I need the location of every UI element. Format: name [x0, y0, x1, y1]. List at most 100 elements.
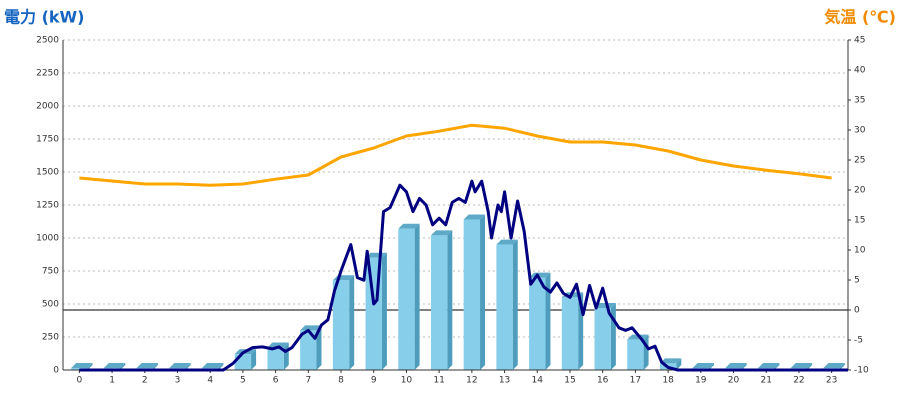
bar-side [610, 302, 616, 370]
x-tick-label: 8 [338, 376, 344, 386]
y2-tick-label: 35 [854, 96, 865, 106]
y2-tick-label: 0 [854, 306, 860, 316]
y2-tick-label: 45 [854, 36, 865, 46]
y-tick-label: 2000 [36, 102, 59, 112]
y-tick-label: 0 [53, 366, 59, 376]
bar-top [71, 363, 93, 369]
bar-top [430, 230, 453, 236]
x-tick-label: 3 [175, 376, 181, 386]
y-tick-label: 1500 [36, 168, 59, 178]
bar [398, 228, 415, 370]
bar-side [218, 363, 224, 370]
bar-side [839, 363, 845, 370]
y-tick-label: 2500 [36, 36, 59, 46]
bar [234, 354, 252, 370]
y-axis-title: 電力 (kW) [4, 8, 85, 27]
bar-side [643, 334, 649, 370]
bar-side [512, 239, 518, 370]
y2-axis-title: 気温 (℃) [824, 8, 896, 27]
bar [496, 244, 513, 370]
y-tick-label: 1000 [36, 234, 59, 244]
bar-top [659, 358, 682, 364]
bar-side [480, 214, 486, 370]
x-tick-label: 15 [564, 376, 575, 386]
x-tick-label: 19 [695, 376, 707, 386]
bar-top [463, 214, 486, 220]
bar [300, 330, 317, 370]
bar [267, 347, 284, 370]
x-tick-label: 11 [433, 376, 444, 386]
bar-top [725, 363, 747, 369]
x-tick-label: 10 [401, 376, 413, 386]
y2-tick-label: -10 [854, 366, 869, 376]
bar-side [120, 363, 126, 370]
x-tick-label: 14 [532, 376, 544, 386]
bar-top [758, 363, 780, 369]
bar-side [741, 363, 747, 370]
y2-tick-label: -5 [854, 336, 863, 346]
bar-top [300, 325, 322, 331]
y2-tick-label: 30 [854, 126, 866, 136]
bar-top [136, 363, 158, 369]
bar-top [692, 363, 714, 369]
bar-side [774, 363, 780, 370]
y-tick-label: 250 [42, 333, 59, 343]
bar-side [185, 363, 191, 370]
bar-top [202, 363, 224, 369]
bar-side [349, 275, 355, 370]
x-tick-label: 22 [793, 376, 804, 386]
bar-side [545, 272, 551, 370]
x-tick-label: 0 [76, 376, 82, 386]
bar-side [152, 363, 158, 370]
x-tick-label: 18 [662, 376, 674, 386]
y2-tick-label: 40 [854, 66, 866, 76]
x-tick-label: 1 [109, 376, 115, 386]
bar [71, 368, 88, 370]
bar-top [398, 223, 420, 229]
bar [561, 297, 579, 370]
bar [529, 277, 546, 370]
x-tick-label: 2 [142, 376, 148, 386]
y2-tick-label: 25 [854, 156, 865, 166]
bar-top [790, 363, 813, 369]
bar-side [807, 363, 813, 370]
bar-side [676, 358, 682, 370]
bar [594, 307, 611, 370]
bar [627, 339, 644, 370]
x-tick-label: 20 [728, 376, 740, 386]
bar-top [267, 342, 289, 348]
bar [463, 219, 481, 370]
x-tick-label: 4 [207, 376, 213, 386]
y-tick-label: 750 [42, 267, 59, 277]
y-tick-label: 1250 [36, 201, 59, 211]
y-tick-label: 1750 [36, 135, 59, 145]
bar-side [316, 325, 322, 370]
bar-side [381, 252, 387, 370]
bar-side [708, 363, 714, 370]
bar [430, 235, 448, 370]
y2-tick-label: 5 [854, 276, 860, 286]
x-tick-label: 5 [240, 376, 246, 386]
x-tick-label: 13 [499, 376, 510, 386]
x-tick-label: 12 [466, 376, 477, 386]
x-tick-label: 16 [597, 376, 609, 386]
x-tick-label: 9 [371, 376, 377, 386]
bar [332, 280, 350, 370]
bar-top [594, 302, 616, 308]
y-tick-label: 2250 [36, 69, 59, 79]
x-tick-label: 17 [630, 376, 641, 386]
bar-side [87, 363, 93, 370]
bar-top [529, 272, 551, 278]
y2-tick-label: 15 [854, 216, 865, 226]
bar-top [169, 363, 191, 369]
bar-top [496, 239, 518, 245]
line-series [79, 123, 832, 187]
x-tick-label: 23 [826, 376, 837, 386]
bar-side [447, 230, 453, 370]
line-series [79, 179, 848, 372]
bar-top [103, 363, 126, 369]
bar-top [823, 363, 845, 369]
bar-side [251, 349, 257, 370]
x-tick-label: 6 [273, 376, 279, 386]
